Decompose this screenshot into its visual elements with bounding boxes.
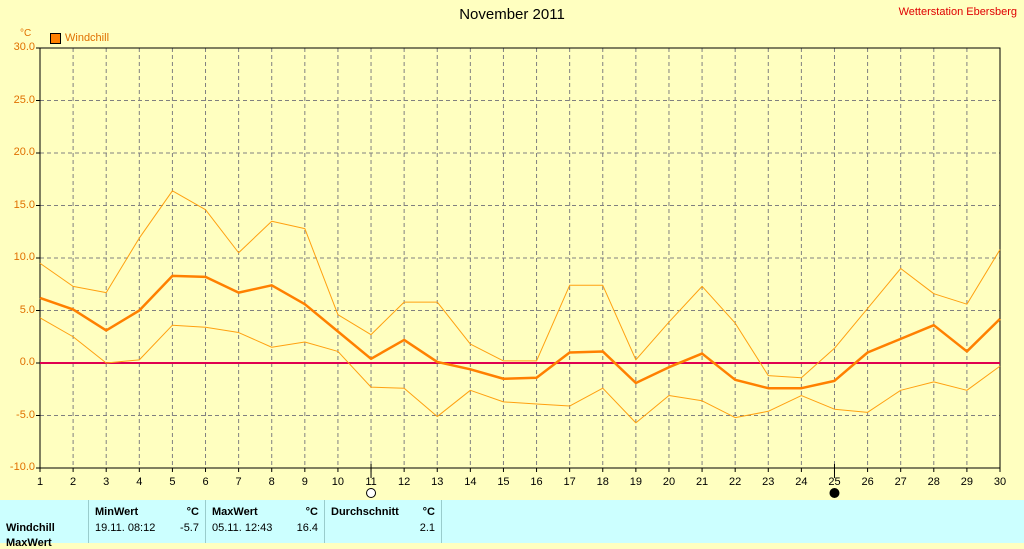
chart bbox=[36, 47, 1001, 498]
avg-header: Durchschnitt bbox=[331, 506, 399, 518]
y-unit-label: °C bbox=[20, 28, 32, 39]
series-line-windchill bbox=[39, 274, 1001, 390]
station-name: Wetterstation Ebersberg bbox=[898, 6, 1017, 18]
stats-panel: Windchill MaxWert MinWert °C 19.11. 08:1… bbox=[0, 500, 1024, 549]
x-tick-label: 13 bbox=[431, 476, 444, 488]
y-tick-label: -5.0 bbox=[16, 408, 35, 421]
x-tick-label: 12 bbox=[398, 476, 411, 488]
avg-column: Durchschnitt °C 2.1 bbox=[324, 500, 442, 543]
x-tick-label: 30 bbox=[993, 476, 1007, 488]
x-tick-label: 21 bbox=[695, 476, 709, 488]
min-column: MinWert °C 19.11. 08:12 -5.7 bbox=[88, 500, 205, 543]
grid bbox=[36, 47, 1001, 472]
y-tick-label: 25.0 bbox=[13, 93, 35, 106]
x-tick-label: 20 bbox=[662, 476, 676, 488]
y-tick-label: 0.0 bbox=[19, 356, 35, 368]
x-tick-label: 18 bbox=[596, 476, 609, 488]
y-tick-label: 30.0 bbox=[13, 41, 35, 53]
x-tick-label: 7 bbox=[235, 476, 242, 488]
y-tick-label: 20.0 bbox=[13, 146, 35, 158]
x-tick-label: 1 bbox=[36, 476, 44, 488]
x-tick-label: 17 bbox=[563, 476, 576, 488]
x-tick-label: 19 bbox=[629, 476, 642, 488]
x-tick-label: 6 bbox=[202, 476, 209, 488]
max-value: 16.4 bbox=[296, 522, 318, 534]
x-tick-label: 15 bbox=[497, 476, 510, 488]
x-tick-label: 11 bbox=[365, 476, 377, 488]
x-tick-label: 24 bbox=[795, 476, 808, 488]
max-date: 05.11. 12:43 bbox=[212, 522, 273, 534]
x-tick-label: 23 bbox=[762, 476, 775, 488]
series-line-min bbox=[39, 317, 1001, 424]
x-tick-label: 5 bbox=[169, 476, 176, 488]
max-unit: °C bbox=[305, 506, 318, 518]
x-tick-label: 27 bbox=[894, 476, 907, 488]
new-moon-icon bbox=[829, 488, 840, 498]
avg-unit: °C bbox=[422, 506, 435, 518]
x-tick-label: 14 bbox=[464, 476, 477, 488]
min-header: MinWert bbox=[95, 506, 139, 518]
y-tick-label: 10.0 bbox=[13, 251, 35, 263]
x-tick-label: 22 bbox=[729, 476, 742, 488]
series-layer bbox=[39, 190, 1001, 424]
max-header: MaxWert bbox=[212, 506, 258, 518]
x-tick-label: 28 bbox=[927, 476, 940, 488]
x-tick-label: 29 bbox=[960, 476, 974, 488]
x-tick-label: 26 bbox=[861, 476, 874, 488]
x-tick-label: 25 bbox=[828, 476, 841, 488]
y-tick-label: 15.0 bbox=[13, 198, 35, 211]
min-value: -5.7 bbox=[180, 522, 199, 534]
x-tick-label: 4 bbox=[136, 476, 143, 488]
x-tick-label: 3 bbox=[103, 476, 110, 488]
moon-markers bbox=[366, 464, 840, 498]
legend-swatch bbox=[50, 32, 61, 44]
avg-value: 2.1 bbox=[419, 522, 435, 534]
stats-row-label-2: MaxWert bbox=[6, 537, 52, 549]
full-moon-icon bbox=[366, 488, 377, 498]
stats-row-label: Windchill bbox=[6, 522, 55, 534]
legend: Windchill bbox=[50, 32, 109, 44]
y-tick-label: 5.0 bbox=[19, 303, 35, 316]
chart-title: November 2011 bbox=[459, 6, 565, 23]
min-date: 19.11. 08:12 bbox=[95, 522, 156, 534]
y-tick-label: -10.0 bbox=[9, 461, 35, 473]
max-column: MaxWert °C 05.11. 12:43 16.4 bbox=[205, 500, 324, 543]
x-tick-label: 2 bbox=[70, 476, 77, 488]
x-tick-label: 10 bbox=[331, 476, 345, 488]
min-unit: °C bbox=[186, 506, 199, 518]
legend-label: Windchill bbox=[65, 32, 110, 44]
x-tick-label: 8 bbox=[268, 476, 275, 488]
plot-frame bbox=[39, 47, 1001, 469]
x-tick-label: 9 bbox=[301, 476, 308, 488]
x-tick-label: 16 bbox=[530, 476, 543, 488]
series-line-max bbox=[39, 190, 1001, 379]
